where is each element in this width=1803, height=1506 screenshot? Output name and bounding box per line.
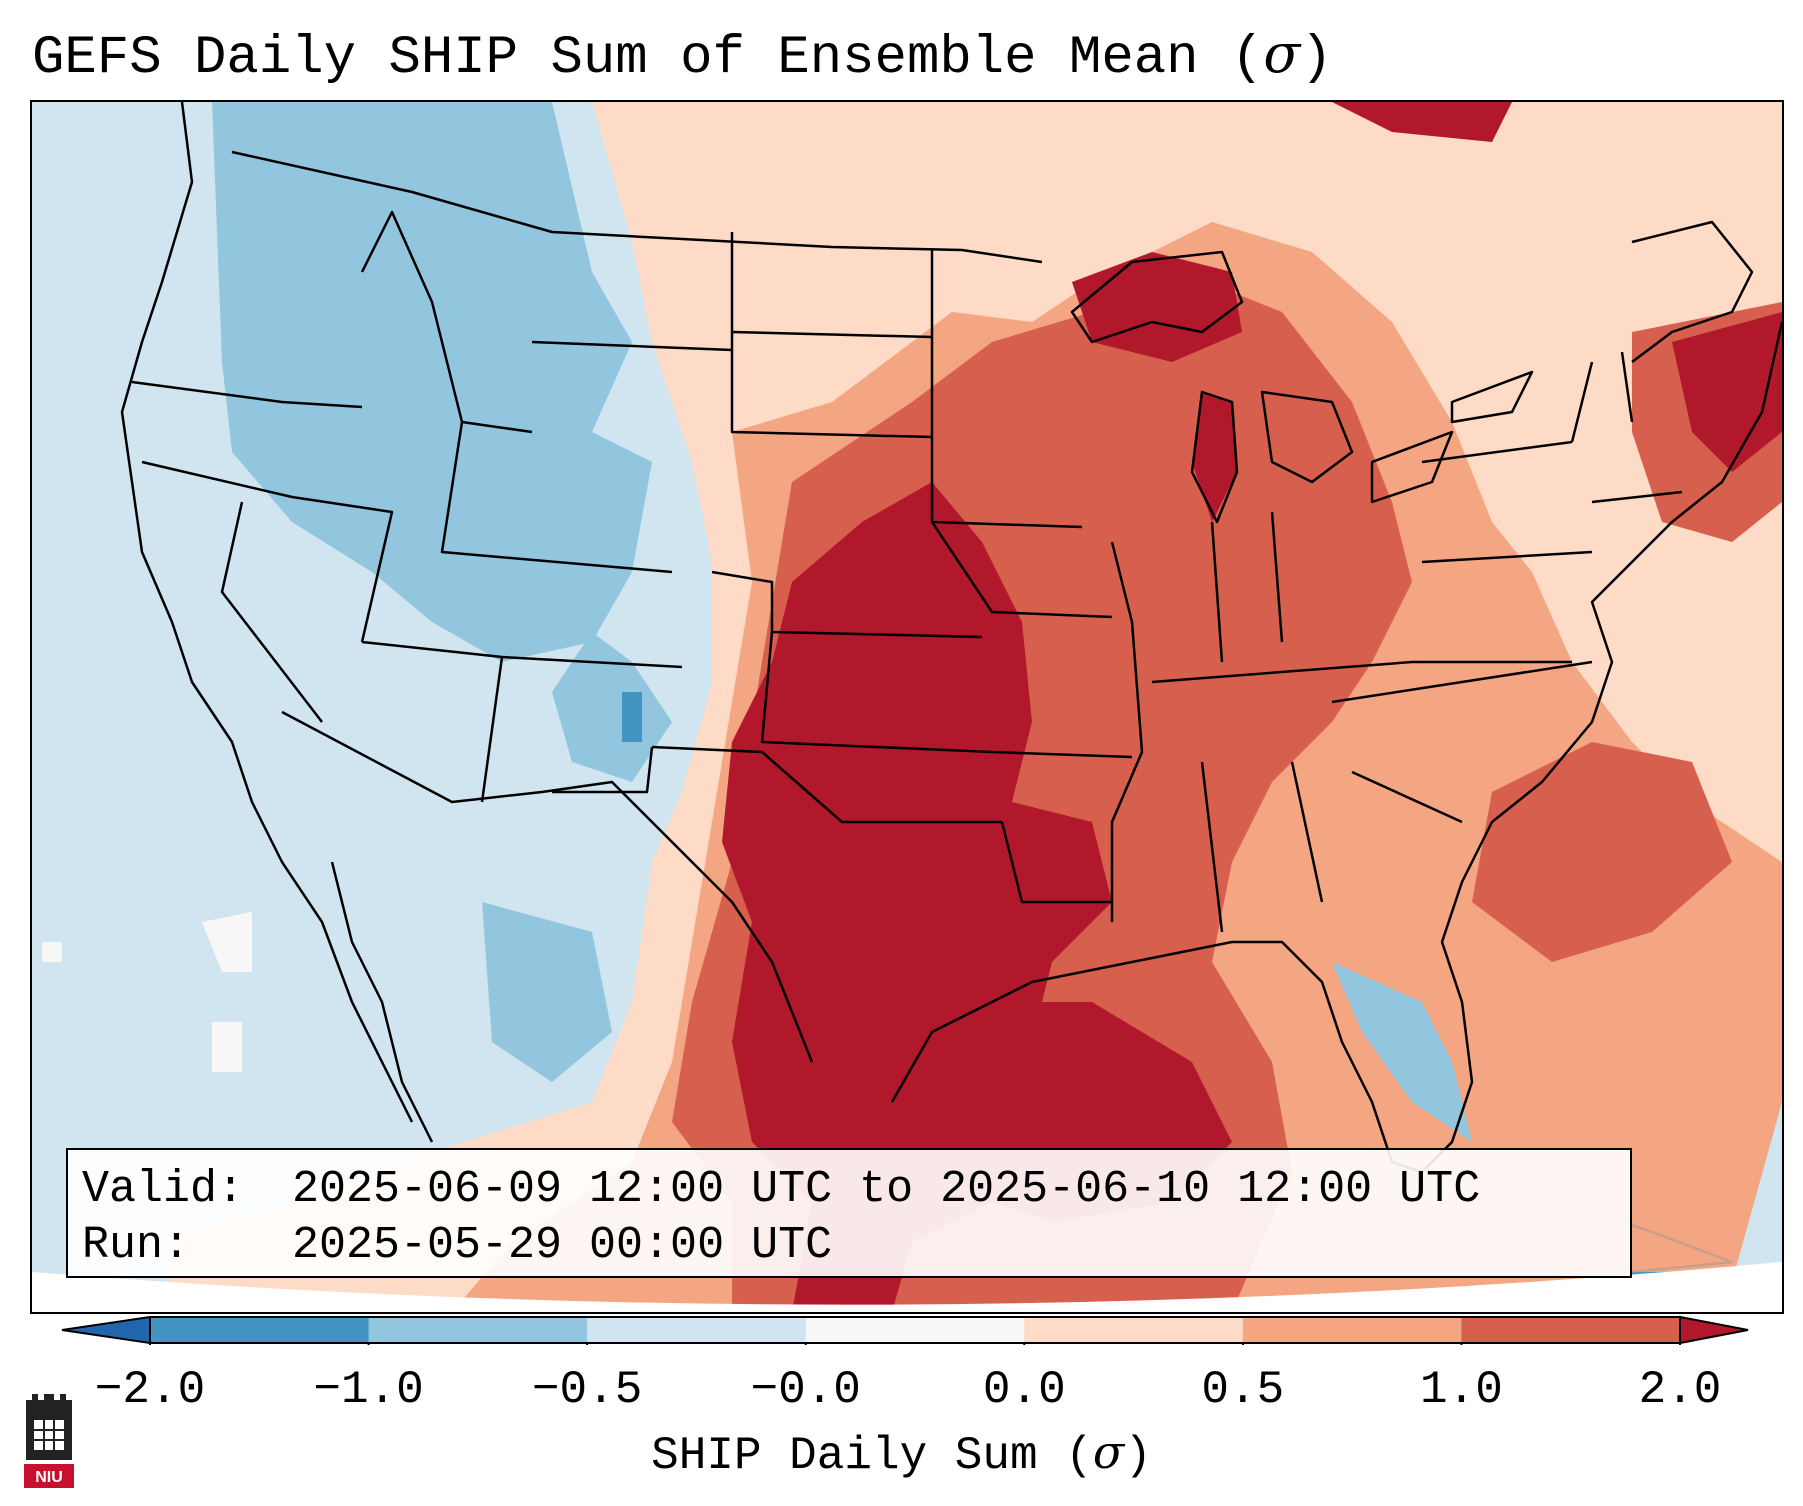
anomaly-region-extreme-northeast (1672, 312, 1782, 472)
border-nv-ut (291, 495, 394, 643)
anomaly-region-idaho (412, 212, 552, 432)
colorbar-outline (149, 1316, 1681, 1344)
border-dakotas (730, 232, 933, 439)
colorbar-bin (587, 1317, 807, 1343)
border-mt-wy (531, 340, 733, 352)
colorbar-bin (1024, 1317, 1244, 1343)
border-nd-sd (731, 330, 933, 339)
border-ne-states (1570, 351, 1683, 504)
map-domain-edge (32, 1262, 1782, 1312)
niu-logo: NIU (24, 1394, 74, 1488)
valid-value: 2025-06-09 12:00 UTC to 2025-06-10 12:00… (292, 1164, 1481, 1215)
map-panel[interactable] (30, 100, 1784, 1314)
colorbar-label: SHIP Daily Sum (σ) (651, 1425, 1152, 1482)
border-pa-md (1421, 550, 1593, 564)
anomaly-region-extreme-lake-michigan (1192, 392, 1237, 522)
colorbar-bin (1461, 1317, 1681, 1343)
border-or-ca (141, 460, 293, 499)
colorbar-tick-label: 1.0 (1420, 1364, 1503, 1416)
colorbar-bin (805, 1317, 1025, 1343)
border-tx-panhandle (552, 746, 654, 794)
colorbar-tick-label: 0.5 (1201, 1364, 1285, 1416)
colorbar-bin (150, 1317, 370, 1343)
coastline-west (120, 102, 414, 1123)
valid-row: Valid: 2025-06-09 12:00 UTC to 2025-06-10… (82, 1162, 1616, 1218)
run-row: Run: 2025-05-29 00:00 UTC (82, 1218, 1616, 1274)
colorbar-tick-label: −1.0 (313, 1364, 424, 1416)
anomaly-region-extreme-north (1332, 102, 1512, 142)
run-value: 2025-05-29 00:00 UTC (292, 1220, 833, 1271)
anomaly-speck-pacific (42, 942, 62, 962)
border-wy-co (440, 421, 673, 574)
border-wa-or (131, 380, 363, 409)
border-ne-ks (711, 570, 983, 639)
anomaly-field-layer (32, 102, 1782, 1312)
colorbar-tick-label: −0.0 (750, 1364, 861, 1416)
border-id (360, 210, 533, 434)
border-canada (231, 150, 1043, 264)
colorbar-over-extension (1679, 1315, 1749, 1345)
coastline-great-lakes (1070, 250, 1534, 524)
colorbar-cells (61, 1315, 1749, 1345)
border-ks-ok (760, 631, 993, 754)
niu-logo-tower-icon (26, 1394, 72, 1412)
info-box: Valid: 2025-06-09 12:00 UTC to 2025-06-10… (66, 1148, 1632, 1278)
anomaly-speck-pacific (202, 912, 252, 972)
anomaly-region-arizona (482, 902, 612, 1082)
colorbar-tick-label: 0.0 (982, 1364, 1066, 1416)
anomaly-region-colorado (552, 632, 672, 782)
colorbar-under-extension (61, 1315, 151, 1345)
anomaly-region-florida (1332, 962, 1472, 1142)
map-canvas (32, 102, 1782, 1312)
anomaly-cell-strong (622, 692, 642, 742)
anomaly-region-northwest (212, 102, 652, 662)
colorbar-tick-label: −0.5 (531, 1364, 643, 1416)
coastline-northeast (1631, 220, 1754, 363)
border-mo-ar (991, 750, 1133, 759)
border-oh-in (1270, 511, 1284, 643)
border-ar-la (1000, 821, 1112, 904)
colorbar-bin (368, 1317, 588, 1343)
border-mexico (281, 710, 814, 1063)
border-nc-va (1331, 660, 1593, 704)
border-al-ga (1290, 761, 1324, 903)
border-tn-ky (1151, 660, 1572, 684)
border-ga-sc (1351, 770, 1463, 824)
anomaly-speck-pacific (212, 1022, 242, 1072)
niu-logo-window-icon (34, 1420, 64, 1450)
border-ia-mo (930, 521, 1113, 619)
border-il-in (1210, 521, 1224, 663)
border-mississippi (1110, 541, 1144, 922)
niu-logo-band (24, 1464, 74, 1488)
valid-label: Valid: (82, 1164, 245, 1215)
niu-logo-text: NIU (35, 1469, 63, 1486)
coastline-gulf (890, 321, 1782, 1174)
chart-title: GEFS Daily SHIP Sum of Ensemble Mean (σ) (32, 22, 1333, 89)
run-label: Run: (82, 1220, 191, 1271)
colorbar-bin (1242, 1317, 1462, 1343)
colorbar-tick-label: 2.0 (1638, 1364, 1722, 1416)
border-ok-tx (651, 745, 1002, 824)
border-pa-ny (1421, 440, 1573, 464)
colorbar (61, 1315, 1749, 1345)
colorbar-tick-label: −2.0 (94, 1364, 206, 1416)
border-ca-nv (220, 501, 323, 723)
niu-logo-grid-icon (34, 1420, 64, 1450)
border-co-nm (480, 656, 504, 803)
coastline-baja (330, 861, 434, 1143)
anomaly-region-atlantic (1472, 742, 1732, 962)
border-ms-al (1200, 761, 1224, 933)
